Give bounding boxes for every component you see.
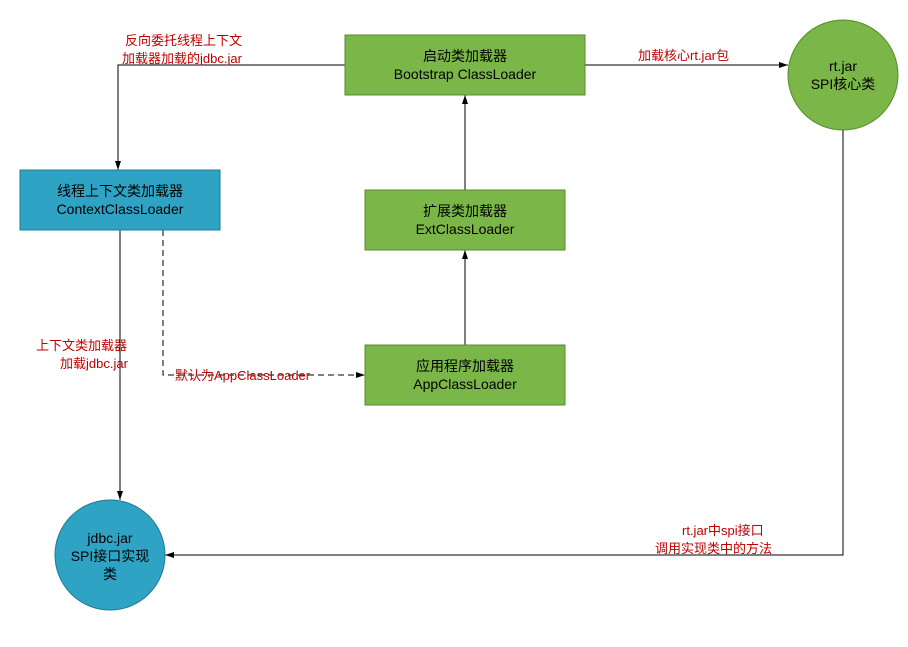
node-context-line2: ContextClassLoader <box>57 201 184 217</box>
node-rtjar-line2: SPI核心类 <box>811 76 876 92</box>
node-jdbcjar-line1: jdbc.jar <box>86 530 132 546</box>
node-context-line1: 线程上下文类加载器 <box>57 183 183 199</box>
node-bootstrap-line2: Bootstrap ClassLoader <box>394 66 537 82</box>
node-rtjar-line1: rt.jar <box>829 58 857 74</box>
edge-label-default-app: 默认为AppClassLoader <box>175 368 311 383</box>
node-app: 应用程序加载器 AppClassLoader <box>365 345 565 405</box>
node-ext-line1: 扩展类加载器 <box>423 203 507 219</box>
edge-label-ctx-load-2: 加载jdbc.jar <box>60 356 129 371</box>
node-ext: 扩展类加载器 ExtClassLoader <box>365 190 565 250</box>
edge-label-ctx-load-1: 上下文类加载器 <box>36 338 127 353</box>
node-jdbcjar-line3: 类 <box>103 566 117 582</box>
node-bootstrap-line1: 启动类加载器 <box>423 48 507 64</box>
edge-label-reverse-2: 加载器加载的jdbc.jar <box>122 51 243 66</box>
node-bootstrap: 启动类加载器 Bootstrap ClassLoader <box>345 35 585 95</box>
node-ext-line2: ExtClassLoader <box>416 221 515 237</box>
edge-label-spi-call-2: 调用实现类中的方法 <box>655 541 772 556</box>
node-jdbcjar-line2: SPI接口实现 <box>71 548 150 564</box>
edge-label-spi-call-1: rt.jar中spi接口 <box>682 523 764 538</box>
node-context: 线程上下文类加载器 ContextClassLoader <box>20 170 220 230</box>
edge-label-reverse-1: 反向委托线程上下文 <box>125 33 242 48</box>
node-app-line1: 应用程序加载器 <box>416 358 514 374</box>
node-rtjar: rt.jar SPI核心类 <box>788 20 898 130</box>
node-app-line2: AppClassLoader <box>413 376 517 392</box>
node-jdbcjar: jdbc.jar SPI接口实现类 <box>55 500 165 610</box>
edge-label-load-rtjar: 加载核心rt.jar包 <box>638 48 729 63</box>
